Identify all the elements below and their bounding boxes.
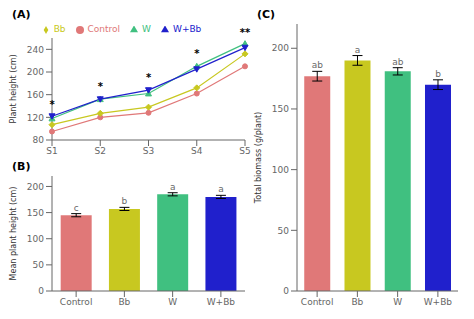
svg-text:*: * [146, 72, 152, 83]
svg-text:**: ** [240, 27, 251, 38]
svg-text:Plant height (cm): Plant height (cm) [9, 54, 18, 123]
svg-text:a: a [355, 45, 361, 55]
svg-text:120: 120 [27, 113, 44, 123]
svg-text:50: 50 [33, 260, 45, 270]
svg-text:50: 50 [278, 226, 290, 236]
svg-text:160: 160 [27, 90, 44, 100]
html-text:Control: Control [87, 24, 121, 34]
svg-text:a: a [218, 184, 224, 194]
svg-text:S5: S5 [239, 146, 250, 156]
svg-text:0: 0 [283, 286, 289, 296]
html-text:W+Bb: W+Bb [173, 24, 202, 34]
svg-text:0: 0 [38, 286, 44, 296]
svg-text:W+Bb: W+Bb [207, 297, 236, 307]
svg-text:c: c [74, 203, 79, 213]
svg-text:Total biomass (g/plant): Total biomass (g/plant) [254, 112, 263, 204]
svg-text:Mean plant height (cm): Mean plant height (cm) [9, 187, 18, 281]
svg-text:Control: Control [301, 297, 334, 307]
html-text:W: W [142, 24, 151, 34]
svg-text:100: 100 [27, 234, 44, 244]
svg-text:150: 150 [27, 208, 44, 218]
html-text:(B): (B) [12, 160, 31, 173]
svg-text:150: 150 [272, 104, 289, 114]
svg-text:b: b [122, 196, 128, 206]
html-text:(A): (A) [12, 8, 31, 21]
svg-text:Control: Control [60, 297, 93, 307]
svg-text:ab: ab [392, 57, 404, 67]
svg-text:200: 200 [27, 67, 44, 77]
svg-text:S4: S4 [191, 146, 203, 156]
svg-text:S3: S3 [143, 146, 154, 156]
svg-text:S2: S2 [95, 146, 106, 156]
svg-text:100: 100 [272, 165, 289, 175]
svg-text:Bb: Bb [118, 297, 130, 307]
svg-text:ab: ab [312, 60, 324, 70]
svg-text:a: a [170, 182, 176, 192]
svg-text:200: 200 [27, 182, 44, 192]
svg-text:240: 240 [27, 45, 44, 55]
html-text:(C): (C) [257, 8, 276, 21]
svg-text:*: * [49, 99, 55, 110]
svg-text:200: 200 [272, 43, 289, 53]
svg-text:*: * [194, 48, 200, 59]
svg-text:W: W [393, 297, 402, 307]
svg-text:W+Bb: W+Bb [424, 297, 453, 307]
svg-text:b: b [435, 69, 441, 79]
svg-text:S1: S1 [46, 146, 57, 156]
svg-text:W: W [168, 297, 177, 307]
svg-text:*: * [98, 81, 104, 92]
html-text:Bb: Bb [53, 24, 66, 34]
svg-text:Bb: Bb [351, 297, 363, 307]
svg-text:80: 80 [33, 135, 45, 145]
